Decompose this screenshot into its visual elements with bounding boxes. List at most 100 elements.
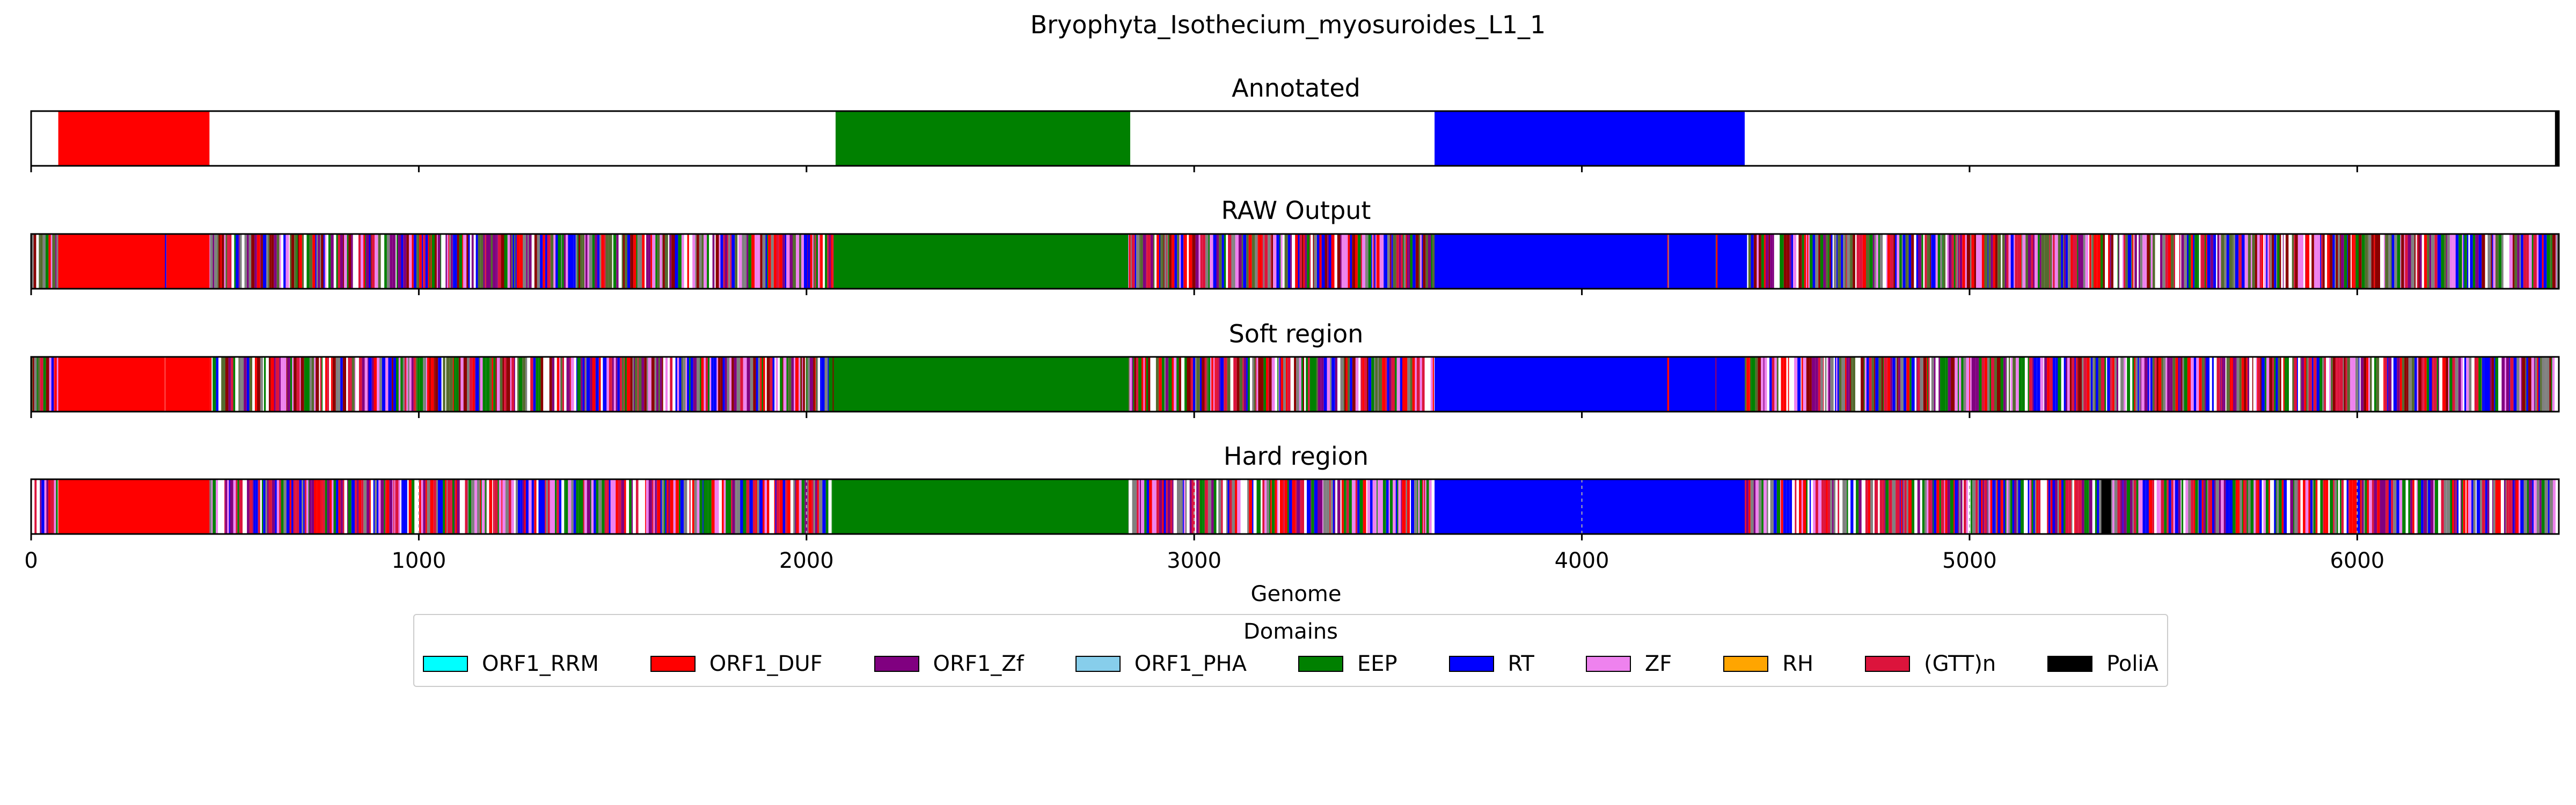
prediction-stripe	[1355, 234, 1358, 289]
prediction-stripe	[478, 234, 480, 289]
prediction-stripe	[233, 357, 236, 412]
prediction-stripe	[2136, 234, 2139, 289]
prediction-stripe	[2078, 479, 2082, 534]
prediction-stripe	[1776, 357, 1779, 412]
prediction-stripe	[216, 357, 218, 412]
prediction-stripe	[2126, 234, 2128, 289]
prediction-stripe	[236, 479, 238, 534]
prediction-stripe	[54, 479, 56, 534]
prediction-stripe	[404, 357, 407, 412]
prediction-stripe	[2286, 357, 2289, 412]
prediction-stripe	[2309, 234, 2312, 289]
prediction-stripe	[407, 357, 409, 412]
prediction-stripe	[1856, 479, 1857, 534]
prediction-stripe	[1753, 234, 1757, 289]
prediction-stripe	[2489, 479, 2492, 534]
prediction-stripe	[2212, 479, 2214, 534]
prediction-stripe	[2021, 234, 2023, 289]
prediction-stripe	[1829, 234, 1831, 289]
prediction-stripe	[2441, 234, 2445, 289]
prediction-stripe	[2239, 357, 2242, 412]
prediction-stripe	[1851, 357, 1853, 412]
prediction-stripe	[562, 357, 564, 412]
prediction-stripe	[1783, 479, 1787, 534]
prediction-stripe	[2344, 357, 2346, 412]
prediction-stripe	[238, 234, 240, 289]
prediction-stripe	[1184, 357, 1187, 412]
prediction-stripe	[1140, 234, 1143, 289]
prediction-stripe	[2180, 234, 2182, 289]
prediction-stripe	[1303, 357, 1305, 412]
prediction-stripe	[1979, 479, 1981, 534]
prediction-stripe	[823, 234, 825, 289]
prediction-stripe	[2029, 357, 2032, 412]
prediction-stripe	[2156, 357, 2159, 412]
prediction-stripe	[330, 479, 332, 534]
prediction-stripe	[2272, 234, 2274, 289]
prediction-stripe	[704, 357, 706, 412]
prediction-stripe	[1233, 357, 1237, 412]
prediction-stripe	[315, 234, 317, 289]
prediction-stripe	[1960, 479, 1963, 534]
prediction-stripe	[1243, 234, 1247, 289]
prediction-stripe	[586, 357, 590, 412]
prediction-stripe	[268, 357, 271, 412]
prediction-stripe	[2220, 357, 2221, 412]
prediction-stripe	[2001, 234, 2002, 289]
prediction-stripe	[463, 479, 465, 534]
prediction-stripe	[578, 479, 581, 534]
prediction-stripe	[34, 479, 37, 534]
segment-orf1duf	[166, 357, 210, 412]
prediction-stripe	[1923, 357, 1926, 412]
prediction-stripe	[2374, 479, 2377, 534]
segment-rt	[1669, 357, 1716, 412]
prediction-stripe	[1715, 234, 1716, 289]
x-tick-label: 3000	[1167, 548, 1221, 573]
prediction-stripe	[763, 479, 765, 534]
prediction-stripe	[672, 357, 676, 412]
prediction-stripe	[1831, 234, 1833, 289]
prediction-stripe	[706, 479, 708, 534]
prediction-stripe	[528, 479, 531, 534]
prediction-stripe	[1782, 234, 1784, 289]
prediction-stripe	[2442, 357, 2446, 412]
prediction-stripe	[602, 479, 605, 534]
prediction-stripe	[580, 357, 583, 412]
prediction-stripe	[2417, 234, 2419, 289]
prediction-stripe	[2538, 357, 2540, 412]
prediction-stripe	[736, 479, 741, 534]
prediction-stripe	[2214, 479, 2216, 534]
prediction-stripe	[587, 234, 589, 289]
prediction-stripe	[1746, 479, 1749, 534]
prediction-stripe	[1917, 479, 1920, 534]
prediction-stripe	[1989, 357, 1991, 412]
prediction-stripe	[2084, 479, 2087, 534]
prediction-stripe	[415, 357, 418, 412]
prediction-stripe	[719, 479, 722, 534]
prediction-stripe	[2548, 479, 2550, 534]
prediction-stripe	[687, 479, 690, 534]
prediction-stripe	[555, 234, 558, 289]
prediction-stripe	[2094, 357, 2096, 412]
prediction-stripe	[2452, 357, 2455, 412]
prediction-stripe	[423, 357, 427, 412]
x-tick-label: 2000	[779, 548, 834, 573]
prediction-stripe	[746, 479, 750, 534]
prediction-stripe	[1934, 357, 1936, 412]
prediction-stripe	[1882, 357, 1883, 412]
prediction-stripe	[2391, 479, 2394, 534]
prediction-stripe	[2297, 479, 2300, 534]
prediction-stripe	[1833, 357, 1835, 412]
prediction-stripe	[281, 479, 284, 534]
prediction-stripe	[2418, 479, 2421, 534]
prediction-stripe	[1791, 234, 1793, 289]
prediction-stripe	[1902, 479, 1904, 534]
prediction-stripe	[2208, 357, 2210, 412]
prediction-stripe	[701, 234, 704, 289]
prediction-stripe	[2316, 357, 2319, 412]
prediction-stripe	[2334, 479, 2337, 534]
prediction-stripe	[2455, 234, 2459, 289]
prediction-stripe	[657, 234, 660, 289]
prediction-stripe	[1934, 479, 1937, 534]
prediction-stripe	[2250, 479, 2252, 534]
